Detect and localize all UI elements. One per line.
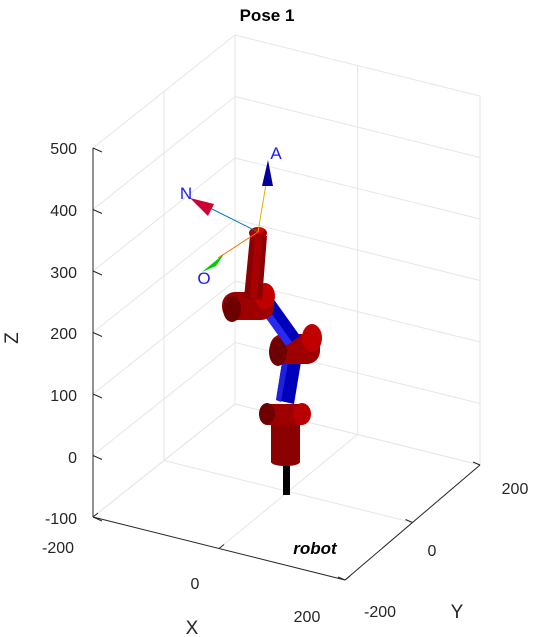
y-tick-labels: -200 0 200 [364, 481, 528, 621]
y-axis-tick [472, 461, 481, 466]
tool-frame-a-label: A [270, 144, 282, 163]
tool-frame-n-axis [205, 205, 259, 233]
x-tick-label: 200 [294, 609, 321, 626]
z-tick-label: 400 [50, 203, 77, 220]
tool-frame-a-arrowhead [262, 160, 273, 186]
z-tick-label: -100 [45, 511, 77, 528]
x-axis-tick [218, 544, 225, 549]
y-tick-label: -200 [364, 604, 396, 621]
robot-model: N O A robot [180, 144, 338, 558]
x-axis-tick [92, 512, 99, 518]
y-tick-label: 0 [428, 543, 437, 560]
z-tick-labels: -100 0 100 200 300 400 500 [45, 141, 77, 528]
z-axis-tick [92, 147, 103, 153]
z-axis-label: Z [2, 332, 23, 344]
x-axis-label: X [186, 618, 199, 637]
tool-frame-n-arrowhead [190, 198, 214, 216]
y-axis-tick [337, 576, 346, 581]
tool-frame-o-label: O [197, 269, 210, 288]
z-axis-tick [92, 209, 103, 214]
tool-frame-o-axis [217, 231, 259, 259]
robot-elbow-joint [269, 324, 322, 366]
x-tick-label: -200 [42, 540, 74, 557]
y-tick-label: 200 [502, 481, 529, 498]
x-axis-tick [344, 575, 351, 581]
tool-frame: N O A [180, 144, 282, 288]
tool-frame-n-label: N [180, 184, 192, 203]
z-axis-tick [92, 393, 103, 399]
z-tick-label: 500 [50, 141, 77, 158]
tool-frame-o-arrowhead [202, 254, 224, 272]
z-axis-tick [92, 270, 103, 276]
z-tick-label: 100 [50, 388, 77, 405]
grid-layer [92, 34, 481, 581]
z-tick-label: 200 [50, 326, 77, 343]
tool-frame-a-axis [257, 183, 267, 233]
x-tick-labels: -200 0 200 [42, 540, 320, 626]
z-tick-label: 300 [50, 265, 77, 282]
chart-title: Pose 1 [240, 6, 295, 25]
axis-layer [92, 147, 481, 581]
y-axis-tick [405, 519, 413, 523]
y-axis-label: Y [451, 602, 464, 623]
robot-pedestal [283, 457, 290, 495]
robot-name-label: robot [293, 539, 338, 558]
z-axis-tick [92, 516, 103, 522]
z-tick-label: 0 [68, 450, 77, 467]
x-tick-label: 0 [191, 576, 200, 593]
z-axis-tick [92, 332, 103, 337]
robot-base-joint [259, 403, 311, 466]
z-axis-tick [92, 455, 103, 460]
